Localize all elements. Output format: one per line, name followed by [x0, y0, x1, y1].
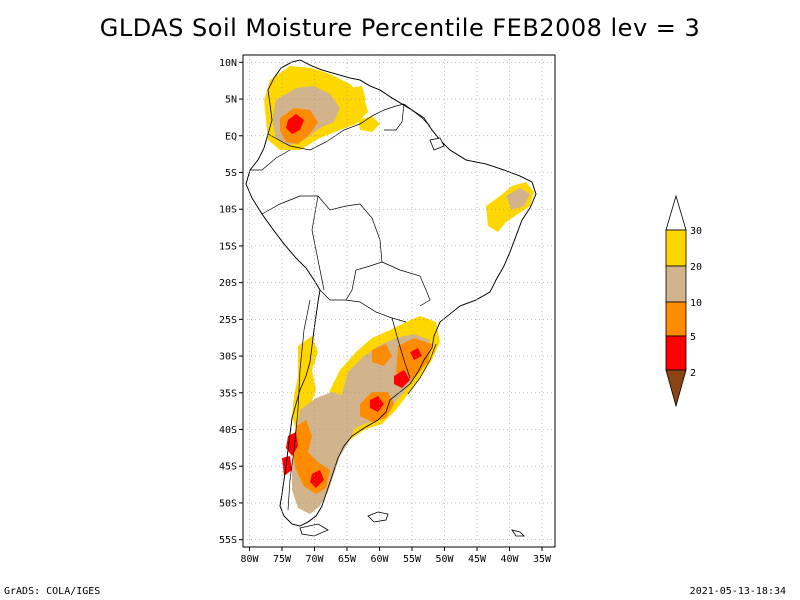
region-ne-10-20	[506, 188, 530, 210]
region-nw-2-5	[286, 114, 304, 134]
lat-label: 35S	[219, 388, 237, 399]
footer-credit: GrADS: COLA/IGES	[4, 586, 101, 597]
coastline	[245, 59, 537, 527]
lon-label: 40W	[500, 554, 519, 565]
lon-label: 65W	[338, 554, 357, 565]
marajo-island	[429, 137, 445, 151]
percentile-shading	[264, 66, 534, 514]
lon-label: 75W	[273, 554, 292, 565]
lon-label: 55W	[403, 554, 422, 565]
lat-label: 5N	[225, 95, 237, 106]
lon-label: 70W	[305, 554, 324, 565]
legend-label-20: 20	[690, 262, 702, 273]
lon-label: 80W	[240, 554, 259, 565]
region-s-2-5-b	[370, 396, 384, 412]
region-nw-patch	[348, 86, 366, 106]
legend-swatch-5-10	[665, 301, 687, 337]
region-s-5-10-c	[372, 344, 392, 366]
falkland-islands	[367, 511, 389, 523]
legend-label-10: 10	[690, 298, 702, 309]
map-grid	[239, 55, 555, 551]
region-s-2-5-a	[394, 370, 410, 388]
lat-label: 50S	[219, 498, 237, 509]
lat-label: 45S	[219, 462, 237, 473]
legend-label-5: 5	[690, 332, 696, 343]
legend-swatch-below-2	[665, 369, 687, 408]
lat-label: 30S	[219, 352, 237, 363]
lon-label: 35W	[533, 554, 552, 565]
legend-label-2: 2	[690, 368, 696, 379]
legend-swatch-2-5	[665, 335, 687, 371]
lat-label: 15S	[219, 241, 237, 252]
map-body	[245, 59, 537, 537]
longitude-labels: 80W 75W 70W 65W 60W 55W 50W 45W 40W 35W	[240, 554, 552, 565]
lat-label: 40S	[219, 425, 237, 436]
legend-label-30: 30	[690, 226, 702, 237]
latitude-labels: 10N 5N EQ 5S 10S 15S 20S 25S 30S 35S 40S 45S 50S 55S	[219, 58, 237, 546]
tierra-del-fuego	[299, 523, 329, 537]
lat-label: 10S	[219, 205, 237, 216]
country-borders	[250, 103, 437, 511]
region-sw-2-5-b	[310, 470, 324, 488]
map-title: GLDAS Soil Moisture Percentile FEB2008 l…	[99, 14, 701, 42]
legend-swatch-20-30	[665, 229, 687, 267]
region-s-2-5-c	[410, 348, 422, 360]
region-n-patch	[358, 116, 380, 132]
south-georgia	[511, 529, 525, 537]
lon-label: 50W	[435, 554, 454, 565]
lat-label: 20S	[219, 278, 237, 289]
legend-swatch-above-30	[665, 194, 687, 231]
lat-label: EQ	[225, 131, 237, 142]
lon-label: 60W	[370, 554, 389, 565]
lat-label: 5S	[225, 168, 237, 179]
legend-swatch-10-20	[665, 265, 687, 303]
lon-label: 45W	[468, 554, 487, 565]
lat-label: 55S	[219, 535, 237, 546]
lat-label: 10N	[219, 58, 237, 69]
lat-label: 25S	[219, 315, 237, 326]
footer-timestamp: 2021-05-13-18:34	[689, 586, 786, 597]
legend-colorbar: 30 20 10 5 2	[665, 194, 702, 408]
